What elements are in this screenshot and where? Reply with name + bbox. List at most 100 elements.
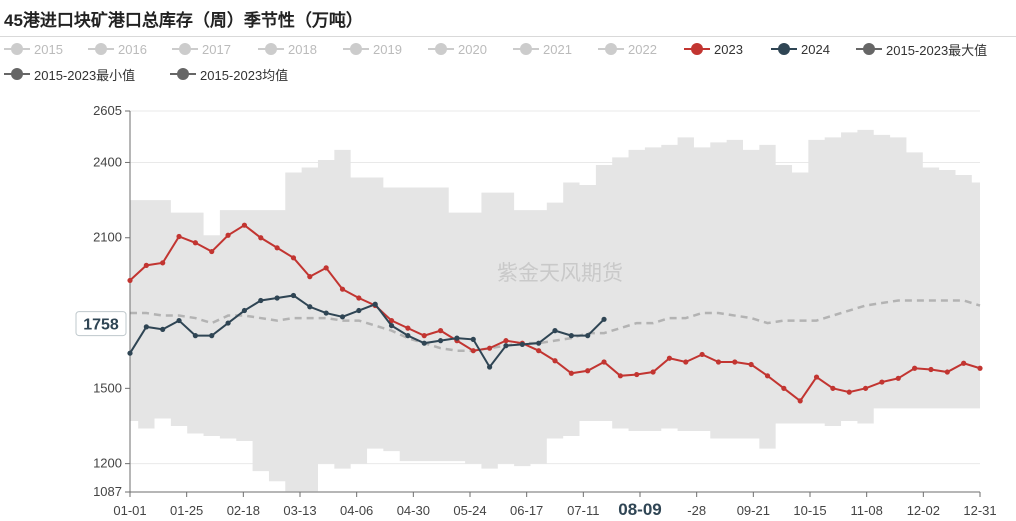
legend-item-2020[interactable]: 2020: [428, 40, 487, 58]
data-point-2024: [160, 326, 166, 332]
legend-label: 2018: [288, 41, 317, 57]
data-point-2024: [176, 317, 182, 324]
legend-item-2015-2023最大值[interactable]: 2015-2023最大值: [856, 40, 987, 58]
legend-swatch-icon: [771, 42, 797, 56]
x-tick-label: 04-30: [397, 503, 430, 518]
legend-label: 2021: [543, 41, 572, 57]
x-tick-label: 10-15: [793, 503, 826, 518]
data-point-2024: [536, 340, 542, 346]
data-point-2023: [241, 222, 248, 228]
series-line-2024: [129, 294, 605, 369]
data-point-2023: [715, 359, 722, 365]
series-mean-line: [130, 299, 981, 352]
data-point-2023: [928, 366, 934, 373]
legend-item-2019[interactable]: 2019: [343, 40, 402, 58]
legend-swatch-icon: [88, 42, 114, 56]
legend-swatch-icon: [170, 67, 196, 81]
data-point-2023: [846, 389, 852, 395]
data-point-2024: [454, 335, 460, 341]
data-point-2023: [912, 365, 918, 371]
data-point-2023: [699, 351, 705, 358]
data-point-2023: [552, 358, 558, 364]
data-point-2023: [617, 373, 623, 379]
data-point-2023: [405, 325, 411, 331]
legend-item-2015-2023均值[interactable]: 2015-2023均值: [170, 65, 288, 83]
legend-label: 2024: [801, 41, 830, 57]
legend-item-2021[interactable]: 2021: [513, 40, 572, 58]
x-tick-label: 04-06: [340, 503, 373, 518]
x-tick-label: -28: [687, 503, 706, 518]
legend-item-2023[interactable]: 2023: [684, 40, 743, 58]
x-tick-label: 01-25: [170, 503, 203, 518]
data-point-2023: [977, 365, 983, 371]
data-point-2023: [339, 286, 346, 292]
data-point-2023: [650, 369, 656, 375]
data-point-2023: [274, 245, 280, 251]
legend-item-2022[interactable]: 2022: [598, 40, 657, 58]
legend-item-2015-2023最小值[interactable]: 2015-2023最小值: [4, 65, 135, 83]
hover-value-box: [75, 311, 127, 337]
data-point-2024: [568, 333, 574, 339]
x-tick-label: 12-31: [963, 503, 996, 518]
y-tick-label: 2100: [93, 230, 122, 245]
data-point-2023: [437, 328, 444, 334]
data-point-2024: [388, 322, 395, 329]
data-point-2023: [536, 348, 542, 354]
min-max-band: [130, 129, 980, 492]
chart-title: 45港进口块矿港口总库存（周）季节性（万吨）: [4, 11, 363, 30]
data-point-2023: [666, 355, 673, 361]
data-point-2023: [634, 371, 640, 378]
legend-swatch-icon: [172, 42, 198, 56]
data-point-2023: [388, 317, 395, 324]
legend-swatch-icon: [4, 42, 30, 56]
legend-item-2018[interactable]: 2018: [258, 40, 317, 58]
data-point-2023: [487, 345, 493, 351]
x-tick-label: 01-01: [113, 503, 146, 518]
data-point-2023: [176, 233, 182, 240]
data-point-2023: [160, 260, 166, 266]
data-point-2024: [290, 292, 297, 299]
data-point-2024: [552, 328, 558, 334]
data-point-2023: [813, 374, 820, 380]
x-tick-label: 05-24: [453, 503, 486, 518]
legend-item-2024[interactable]: 2024: [771, 40, 830, 58]
legend-item-2017[interactable]: 2017: [172, 40, 231, 58]
title-divider: [0, 36, 1016, 37]
data-point-2023: [961, 360, 967, 366]
legend-label: 2019: [373, 41, 402, 57]
data-point-2023: [683, 359, 689, 365]
data-point-2024: [487, 364, 493, 370]
data-point-2024: [192, 333, 198, 339]
data-point-2023: [323, 265, 329, 271]
legend-label: 2016: [118, 41, 147, 57]
data-point-2024: [274, 295, 280, 301]
data-point-2023: [470, 348, 476, 354]
watermark: 紫金天风期货: [497, 261, 623, 285]
data-point-2023: [862, 385, 869, 391]
data-point-2023: [764, 373, 771, 379]
data-point-2024: [437, 338, 444, 344]
data-point-2024: [585, 333, 591, 339]
legend-item-2016[interactable]: 2016: [88, 40, 147, 58]
x-tick-label: 08-09: [618, 500, 661, 519]
data-point-2023: [127, 277, 133, 284]
data-point-2023: [356, 295, 362, 301]
data-point-2024: [225, 320, 231, 326]
data-point-2023: [225, 232, 231, 238]
data-point-2024: [356, 307, 362, 314]
legend-label: 2015: [34, 41, 63, 57]
data-point-2023: [944, 369, 950, 375]
data-point-2023: [585, 368, 591, 374]
x-tick-label: 07-11: [567, 503, 599, 518]
data-point-2023: [797, 398, 803, 404]
data-point-2023: [143, 262, 149, 268]
x-tick-label: 11-08: [851, 503, 883, 518]
data-point-2023: [568, 370, 574, 376]
x-tick-label: 06-17: [510, 503, 543, 518]
data-point-2023: [503, 338, 509, 344]
legend-swatch-icon: [856, 42, 882, 56]
legend-item-2015[interactable]: 2015: [4, 40, 63, 58]
y-tick-label: 2400: [93, 154, 122, 169]
data-point-2023: [290, 255, 297, 261]
legend-swatch-icon: [258, 42, 284, 56]
